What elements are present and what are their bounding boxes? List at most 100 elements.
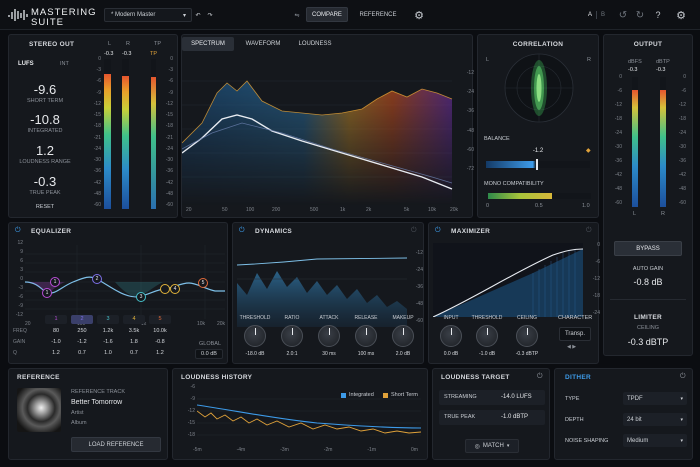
dynamics-threshold-knob[interactable]	[244, 325, 266, 347]
eq-band-tab-4[interactable]: 4	[123, 315, 145, 324]
eq-q-value-5[interactable]: 1.2	[156, 350, 164, 356]
dynamics-title: DYNAMICS	[255, 228, 293, 235]
ab-b-button[interactable]: B	[600, 12, 605, 18]
ab-a-button[interactable]: A	[587, 12, 592, 18]
eq-y-tick: 9	[20, 249, 23, 255]
balance-thumb[interactable]	[536, 159, 538, 170]
maximizer-power-icon[interactable]: ⏻	[435, 227, 441, 234]
noise-shaping-select[interactable]: Medium ▾	[623, 434, 687, 447]
tab-waveform[interactable]: WAVEFORM	[245, 41, 281, 47]
dynamics-power-icon[interactable]: ⏻	[239, 227, 245, 234]
tab-loudness[interactable]: LOUDNESS	[298, 41, 332, 47]
redo-icon[interactable]: ↻	[635, 9, 645, 21]
meter-scale-tick-right: -18	[165, 123, 173, 130]
dynamics-ratio-knob[interactable]	[281, 325, 303, 347]
dynamics-release-knob[interactable]	[355, 325, 377, 347]
eq-band-tab-2[interactable]: 2	[71, 315, 93, 324]
help-button[interactable]: ?	[655, 10, 661, 20]
eq-y-tick: -3	[18, 285, 23, 291]
reference-track-name: Better Tomorrow	[71, 399, 123, 406]
preset-selector[interactable]: * Modern Master ▾	[104, 8, 192, 22]
preset-prev-icon[interactable]: ↶	[195, 12, 201, 19]
eq-band-node-3[interactable]: 3	[136, 292, 146, 302]
eq-band-node-aux[interactable]: 1	[50, 277, 60, 287]
tab-spectrum[interactable]: SPECTRUM	[182, 37, 234, 51]
eq-band-node-5[interactable]: 5	[198, 278, 208, 288]
meter-tp-bar	[151, 59, 156, 209]
eq-gain-value-1[interactable]: -1.0	[51, 339, 61, 345]
eq-freq-value-2[interactable]: 250	[77, 328, 87, 334]
dynamics-attack-knob[interactable]	[318, 325, 340, 347]
meter-scale-tick: -60	[93, 202, 101, 208]
eq-y-tick: 6	[20, 258, 23, 264]
int-mode-toggle[interactable]: INT	[60, 61, 69, 67]
eq-band-tab-3[interactable]: 3	[97, 315, 119, 324]
compare-toggle-icon[interactable]: ⇋	[294, 12, 300, 19]
spectrum-x-tick: 2k	[366, 207, 372, 213]
dither-depth-select[interactable]: 24 bit ▾	[623, 413, 687, 426]
eq-q-value-4[interactable]: 0.7	[130, 350, 138, 356]
eq-power-icon[interactable]: ⏻	[15, 227, 21, 234]
chevron-down-icon: ▾	[182, 12, 186, 19]
eq-q-value-2[interactable]: 0.7	[78, 350, 86, 356]
eq-q-value-1[interactable]: 1.2	[52, 350, 60, 356]
noise-shaping-label: NOISE SHAPING	[565, 438, 609, 444]
eq-band-node-1[interactable]: 1	[42, 288, 52, 298]
undo-icon[interactable]: ↺	[618, 9, 628, 21]
eq-freq-value-1[interactable]: 80	[52, 328, 60, 334]
true-peak-row[interactable]: TRUE PEAK -1.0 dBTP	[439, 410, 545, 425]
eq-band-tab-1[interactable]: 1	[45, 315, 67, 324]
reference-button[interactable]: REFERENCE	[359, 11, 397, 18]
history-y-tick: -9	[190, 396, 195, 402]
maximizer-y-tick: -24	[592, 310, 600, 316]
dynamics-options-icon[interactable]: ⏻	[411, 227, 417, 234]
eq-global-value[interactable]: 0.0 dB	[195, 349, 223, 359]
eq-freq-value-4[interactable]: 3.5k	[128, 328, 140, 334]
eq-x-ticks: 20 100 1k 10k 20k	[25, 321, 225, 329]
match-label: MATCH	[482, 443, 504, 449]
settings-gear-icon[interactable]: ⚙	[414, 9, 424, 22]
eq-q-value-3[interactable]: 1.0	[104, 350, 112, 356]
eq-band-node-2[interactable]: 2	[92, 274, 102, 284]
eq-band-node-aux[interactable]	[160, 284, 170, 294]
maximizer-threshold-knob[interactable]	[476, 325, 498, 347]
spectrum-x-ticks: 20 50 100 200 500 1k 2k 5k 10k 20k	[182, 207, 472, 215]
short-term-value: -9.6	[33, 82, 57, 97]
preset-next-icon[interactable]: ↷	[207, 12, 213, 19]
match-button[interactable]: ◎ MATCH ▾	[465, 439, 519, 453]
eq-gain-value-4[interactable]: 1.8	[130, 339, 138, 345]
balance-slider[interactable]	[486, 159, 590, 170]
output-l-peak: -0.3	[628, 67, 638, 73]
eq-band-node-4[interactable]: 4	[170, 284, 180, 294]
eq-gain-value-5[interactable]: -0.8	[155, 339, 165, 345]
output-dbfs-label: dBFS	[628, 59, 642, 65]
chevron-down-icon: ▾	[680, 416, 683, 423]
reset-button[interactable]: RESET	[35, 204, 55, 210]
dither-power-icon[interactable]: ⏻	[680, 373, 686, 380]
eq-gain-value-2[interactable]: -1.2	[77, 339, 87, 345]
maximizer-options-icon[interactable]: ⏻	[586, 227, 592, 234]
dynamics-makeup-knob[interactable]	[392, 325, 414, 347]
character-prev-icon[interactable]: ◀ ▶	[567, 344, 577, 350]
load-reference-button[interactable]: LOAD REFERENCE	[71, 437, 161, 452]
bypass-button[interactable]: BYPASS	[614, 241, 682, 256]
character-selector[interactable]: Transp.	[559, 327, 591, 341]
eq-gain-value-3[interactable]: -1.6	[103, 339, 113, 345]
target-power-icon[interactable]: ⏻	[537, 373, 543, 380]
correlation-r-label: R	[587, 57, 591, 63]
spectrum-y-ticks: -12 -24 -36 -48 -60 -72	[456, 70, 474, 193]
output-scale-tick: -30	[614, 144, 622, 150]
maximizer-ceiling-knob[interactable]	[516, 325, 538, 347]
streaming-row[interactable]: STREAMING -14.0 LUFS	[439, 390, 545, 405]
meter-scale-tick: -9	[96, 89, 101, 96]
maximizer-input-knob[interactable]	[440, 325, 462, 347]
spectrum-reference-curve	[182, 122, 453, 184]
eq-freq-value-5[interactable]: 10.0k	[153, 328, 167, 334]
dither-type-select[interactable]: TPDF ▾	[623, 392, 687, 405]
meter-l-label: L	[108, 41, 112, 47]
meter-r-fill	[122, 75, 129, 209]
global-settings-gear-icon[interactable]: ⚙	[676, 9, 686, 22]
compare-button[interactable]: COMPARE	[306, 7, 348, 22]
eq-band-tab-5[interactable]: 5	[149, 315, 171, 324]
eq-freq-value-3[interactable]: 1.2k	[102, 328, 114, 334]
